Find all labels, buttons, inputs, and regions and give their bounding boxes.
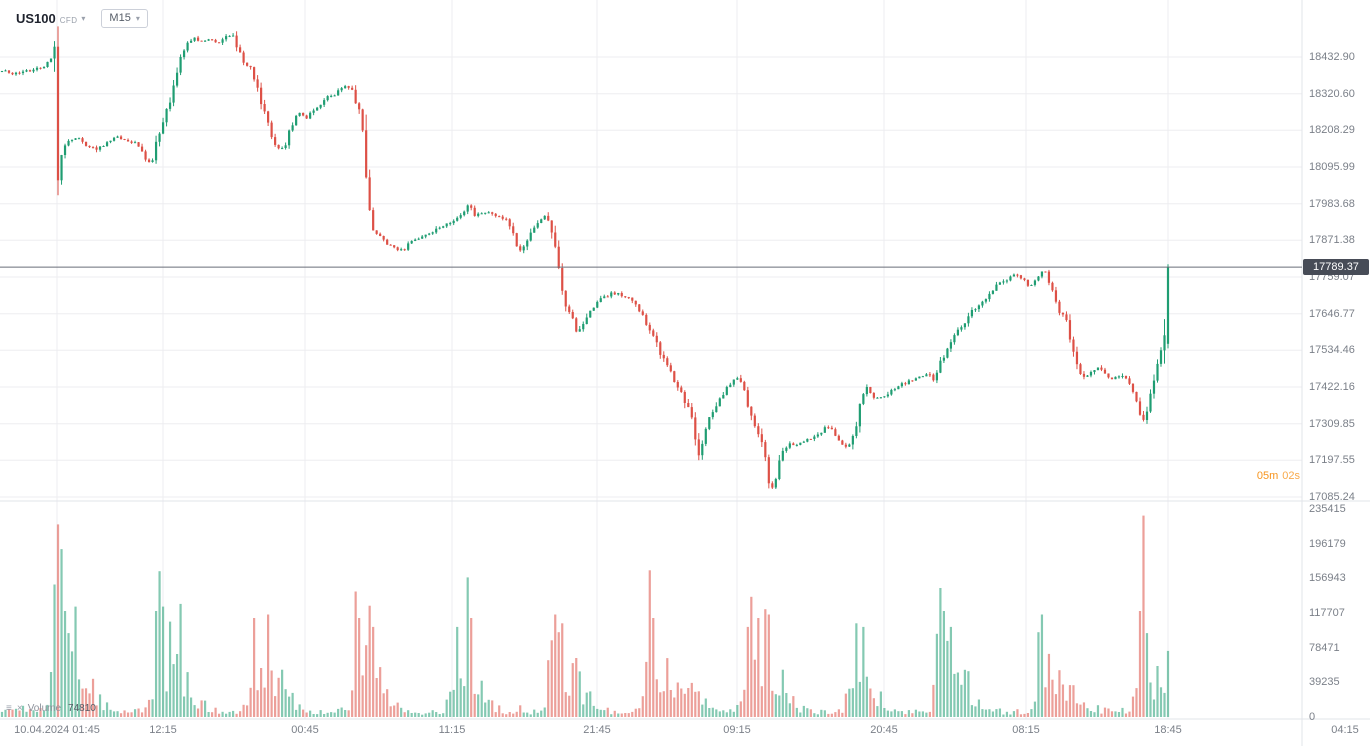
price-axis-label: 17871.38: [1309, 234, 1355, 247]
time-axis-label: 08:15: [1012, 724, 1040, 736]
price-axis-label: 18095.99: [1309, 160, 1355, 173]
time-axis-label: 04:15: [1331, 724, 1359, 736]
time-axis-label: 11:15: [438, 724, 466, 736]
indicator-label: Volume: [27, 703, 62, 714]
price-axis[interactable]: 18432.90 18320.60 18208.29 18095.99 17983.68…: [1309, 0, 1369, 746]
price-axis-label: 17983.68: [1309, 197, 1355, 210]
price-axis-label: 17085.24: [1309, 491, 1355, 503]
volume-indicator-row: ≡ × Volume 74810: [6, 703, 96, 714]
price-axis-label: 17309.85: [1309, 417, 1355, 430]
price-axis-label: 17197.55: [1309, 454, 1355, 467]
symbol-label: US100: [16, 11, 56, 26]
volume-axis-label: 156943: [1309, 572, 1346, 585]
time-axis-label: 09:15: [723, 724, 751, 736]
time-axis-label: 00:45: [291, 724, 319, 736]
price-axis-label: 17422.16: [1309, 380, 1355, 393]
chart-header: US100 CFD ▾ M15 ▾: [16, 9, 148, 28]
time-axis-label: 18:45: [1154, 724, 1182, 736]
instrument-type-label: CFD: [59, 16, 78, 25]
candle-countdown: 05m 02s: [1257, 470, 1300, 482]
chevron-down-icon: ▾: [81, 14, 86, 23]
volume-axis-label: 196179: [1309, 537, 1346, 550]
volume-axis-label: 235415: [1309, 503, 1346, 515]
time-axis-label: 12:15: [149, 724, 177, 736]
price-axis-label: 18320.60: [1309, 87, 1355, 100]
price-axis-label: 17534.46: [1309, 344, 1355, 357]
volume-axis-label: 0: [1309, 711, 1316, 723]
volume-axis-label: 78471: [1309, 641, 1340, 654]
current-price-badge: 17789.37: [1303, 259, 1369, 276]
price-axis-label: 18208.29: [1309, 124, 1355, 137]
countdown-seconds: 02s: [1282, 470, 1300, 482]
time-axis-label: 20:45: [870, 724, 898, 736]
volume-axis[interactable]: 235415 196179 156943 117707 78471 39235 0: [1309, 0, 1369, 746]
indicator-close-icon[interactable]: ×: [16, 702, 23, 714]
time-axis-label: 10.04.2024 01:45: [14, 724, 100, 736]
price-axis-label: 17646.77: [1309, 307, 1355, 320]
time-axis-label: 21:45: [583, 724, 611, 736]
indicator-value: 74810: [68, 703, 96, 714]
timeframe-label: M15: [109, 12, 131, 24]
indicator-settings-icon[interactable]: ≡: [6, 702, 12, 714]
volume-axis-label: 117707: [1309, 607, 1345, 619]
chevron-down-icon: ▾: [135, 13, 140, 23]
countdown-minutes: 05m: [1256, 470, 1279, 482]
price-axis-label: 18432.90: [1309, 51, 1355, 63]
timeframe-dropdown[interactable]: M15 ▾: [101, 9, 148, 28]
volume-axis-label: 39235: [1309, 676, 1340, 689]
instrument-selector[interactable]: US100 CFD ▾: [16, 11, 85, 26]
time-axis[interactable]: 10.04.2024 01:45 12:15 00:45 11:15 21:45 09:1…: [0, 724, 1370, 742]
